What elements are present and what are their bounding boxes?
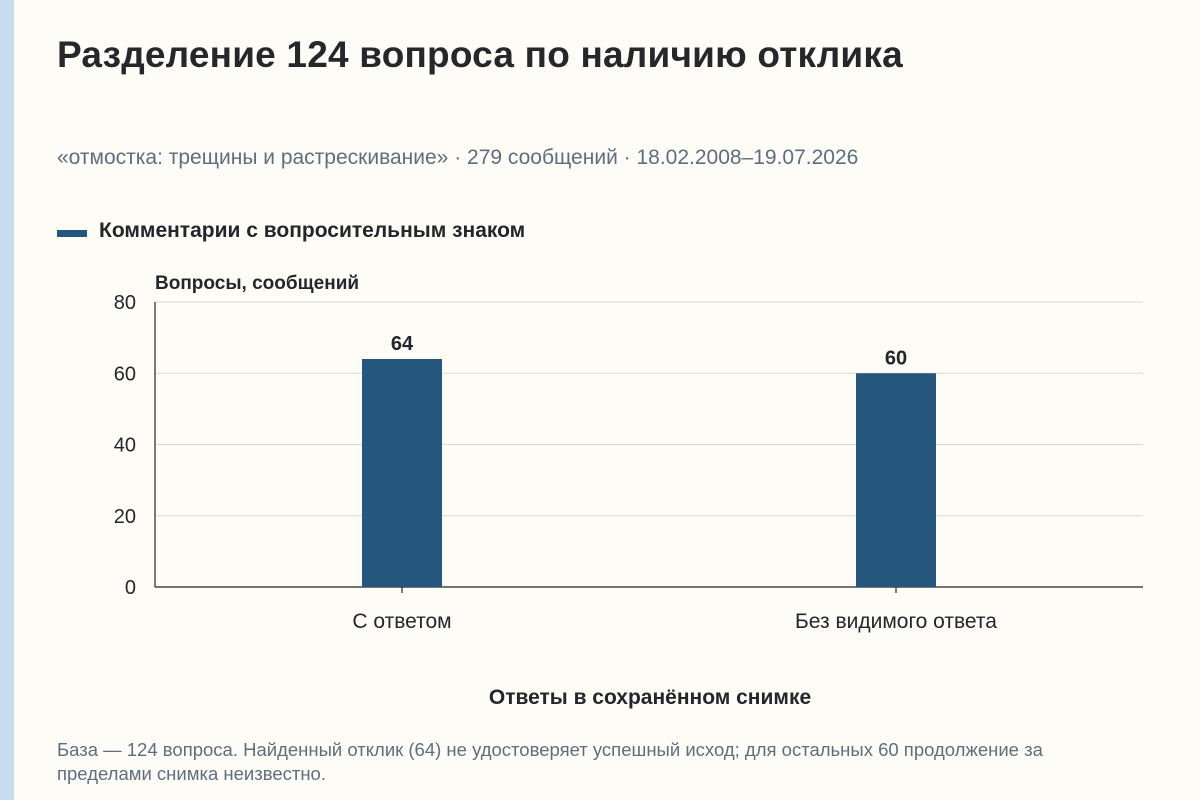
x-axis-label: Ответы в сохранённом снимке [488, 686, 812, 709]
chart-title: Разделение 124 вопроса по наличию отклик… [57, 34, 903, 75]
bar [856, 373, 936, 587]
y-tick-label: 40 [114, 435, 136, 457]
y-tick-label: 20 [114, 506, 136, 528]
data-label: 60 [885, 347, 907, 369]
legend-label: Комментарии с вопросительным знаком [99, 219, 526, 242]
bar [362, 359, 442, 587]
y-tick-label: 80 [114, 292, 136, 314]
left-accent-bar [0, 0, 14, 800]
y-tick-label: 60 [114, 363, 136, 385]
data-label: 64 [391, 333, 414, 355]
x-tick-label: Без видимого ответа [795, 610, 997, 633]
footnote: База — 124 вопроса. Найденный отклик (64… [57, 739, 1043, 784]
y-tick-label: 0 [125, 577, 136, 599]
chart-subtitle: «отмостка: трещины и растрескивание» · 2… [57, 146, 859, 169]
legend-swatch [57, 229, 87, 237]
y-axis-label: Вопросы, сообщений [155, 273, 360, 294]
x-tick-label: С ответом [352, 610, 451, 633]
legend: Комментарии с вопросительным знаком [57, 219, 525, 243]
